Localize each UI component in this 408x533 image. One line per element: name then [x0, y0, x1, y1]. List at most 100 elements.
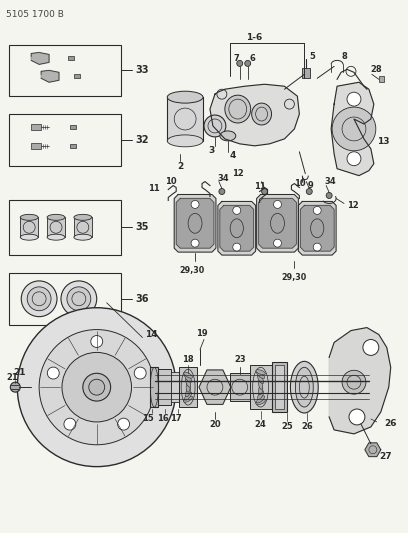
Bar — [9, 114, 121, 166]
Polygon shape — [298, 201, 336, 255]
Bar — [250, 365, 272, 409]
Bar — [230, 373, 250, 401]
Text: 27: 27 — [379, 452, 391, 461]
Polygon shape — [257, 195, 298, 252]
Circle shape — [17, 308, 176, 466]
Circle shape — [83, 373, 111, 401]
Circle shape — [245, 60, 251, 67]
Circle shape — [191, 239, 199, 247]
Circle shape — [233, 206, 241, 214]
Circle shape — [39, 329, 154, 445]
Text: 18: 18 — [182, 355, 194, 364]
Ellipse shape — [186, 387, 191, 397]
Text: 24: 24 — [255, 421, 266, 430]
Bar — [171, 372, 179, 402]
Polygon shape — [31, 52, 49, 64]
Ellipse shape — [290, 361, 318, 413]
Bar — [9, 273, 121, 325]
Circle shape — [233, 243, 241, 251]
Text: 29,30: 29,30 — [180, 266, 205, 276]
Text: 11: 11 — [254, 182, 266, 191]
Ellipse shape — [74, 214, 92, 220]
Polygon shape — [41, 70, 59, 82]
Ellipse shape — [167, 135, 203, 147]
Ellipse shape — [186, 378, 191, 387]
Circle shape — [342, 370, 366, 394]
Circle shape — [47, 367, 59, 379]
Circle shape — [61, 281, 97, 317]
Ellipse shape — [295, 367, 313, 407]
Text: 4: 4 — [230, 151, 236, 160]
Text: 5105 1700 B: 5105 1700 B — [7, 10, 64, 19]
Ellipse shape — [184, 396, 193, 402]
Ellipse shape — [20, 214, 38, 220]
Text: 8: 8 — [341, 52, 347, 61]
Ellipse shape — [184, 392, 192, 400]
Text: 34: 34 — [218, 174, 230, 183]
Bar — [179, 367, 197, 407]
Bar — [74, 74, 80, 78]
Circle shape — [219, 189, 225, 195]
Polygon shape — [365, 443, 381, 457]
Text: 6: 6 — [250, 54, 255, 63]
Polygon shape — [210, 84, 299, 146]
Text: 16: 16 — [157, 415, 169, 423]
Ellipse shape — [184, 374, 192, 382]
Circle shape — [262, 189, 268, 195]
Circle shape — [347, 92, 361, 106]
Text: 20: 20 — [209, 421, 221, 430]
Text: 36: 36 — [135, 294, 149, 304]
Ellipse shape — [167, 91, 203, 103]
Ellipse shape — [47, 234, 65, 240]
Polygon shape — [259, 198, 296, 248]
Ellipse shape — [257, 375, 264, 384]
Bar — [31, 124, 41, 130]
Circle shape — [347, 152, 361, 166]
Ellipse shape — [252, 103, 272, 125]
Text: 32: 32 — [135, 135, 149, 145]
Bar — [157, 369, 171, 405]
Text: 10: 10 — [295, 179, 306, 188]
Text: 17: 17 — [171, 415, 182, 423]
Ellipse shape — [256, 400, 265, 405]
Circle shape — [21, 281, 57, 317]
Ellipse shape — [257, 396, 265, 403]
Circle shape — [64, 418, 76, 430]
Polygon shape — [174, 195, 216, 252]
Circle shape — [363, 340, 379, 356]
Ellipse shape — [186, 382, 190, 392]
Text: 9: 9 — [307, 181, 313, 190]
Bar — [272, 362, 287, 412]
Text: 26: 26 — [302, 422, 313, 431]
Circle shape — [313, 243, 321, 251]
Bar — [68, 56, 74, 60]
Circle shape — [62, 352, 131, 422]
Polygon shape — [220, 205, 254, 251]
Polygon shape — [329, 328, 391, 434]
Bar — [47, 217, 65, 237]
Circle shape — [326, 192, 332, 198]
Text: 23: 23 — [234, 355, 246, 364]
Polygon shape — [176, 198, 214, 248]
Text: 13: 13 — [377, 138, 389, 147]
Bar — [70, 125, 76, 129]
Bar — [9, 45, 121, 96]
Circle shape — [313, 206, 321, 214]
Ellipse shape — [47, 214, 65, 220]
Circle shape — [332, 107, 376, 151]
Bar — [70, 144, 76, 148]
Bar — [31, 143, 41, 149]
Text: 25: 25 — [282, 422, 293, 431]
Text: 35: 35 — [135, 222, 149, 232]
Circle shape — [118, 418, 130, 430]
Text: 12: 12 — [347, 201, 359, 210]
Circle shape — [237, 60, 243, 67]
Circle shape — [349, 409, 365, 425]
Polygon shape — [300, 205, 334, 251]
Circle shape — [91, 336, 103, 348]
Ellipse shape — [259, 379, 263, 389]
Bar — [20, 217, 38, 237]
Circle shape — [191, 200, 199, 208]
Bar — [302, 68, 310, 78]
Bar — [9, 200, 121, 255]
